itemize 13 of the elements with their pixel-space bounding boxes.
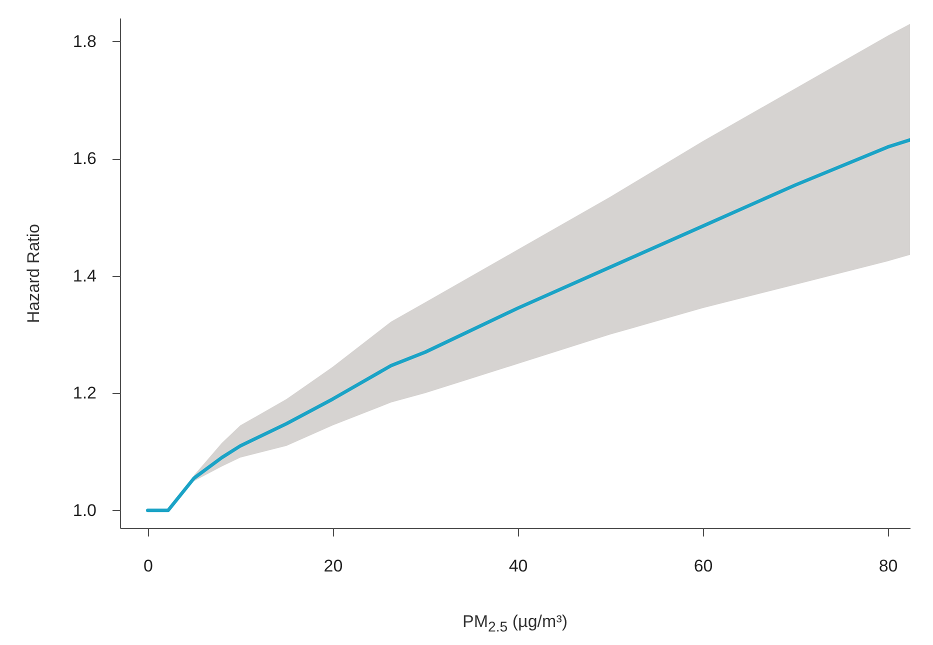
x-tick-label: 0 [144,556,153,576]
y-axis-title: Hazard Ratio [24,224,43,324]
x-axis-title: PM$_{2.5}$ (µg/m³) [461,612,569,636]
y-tick-label: 1.6 [72,149,96,168]
y-tick-label: 1.4 [72,266,96,286]
y-tick-label: 1.0 [72,500,96,520]
y-tick-label: 1.2 [72,384,96,403]
x-tick-label: 40 [508,556,528,576]
x-tick-label: 20 [324,556,343,576]
x-tick-label: 60 [694,556,713,576]
x-tick-label: 80 [878,556,898,576]
line-series [146,138,910,512]
y-tick-label: 1.8 [72,32,96,51]
